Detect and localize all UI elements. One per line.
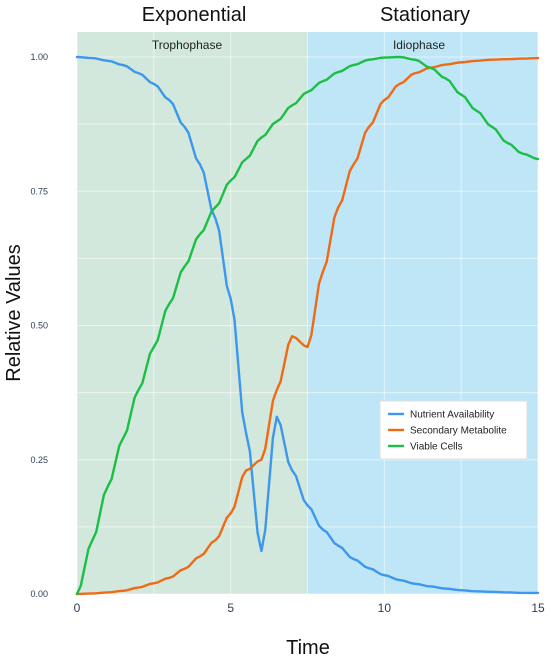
series-lines	[75, 55, 540, 596]
nutrient-availability-line	[75, 55, 540, 595]
stationary-region	[307, 32, 538, 594]
phase-regions	[77, 32, 538, 594]
x-tick-label: 10	[378, 601, 392, 615]
exponential-phase-title: Exponential	[142, 4, 247, 26]
y-axis-title: Relative Values	[3, 244, 25, 381]
y-tick-label: 1.00	[30, 52, 48, 62]
exponential-region	[77, 32, 308, 594]
viable-cells-legend-label: Viable Cells	[410, 442, 463, 453]
y-tick-labels: 0.00 0.25 0.50 0.75 1.00	[30, 52, 48, 599]
secondary-metabolite-line	[75, 56, 540, 596]
stationary-phase-title: Stationary	[380, 4, 470, 26]
y-tick-label: 0.75	[30, 186, 48, 196]
y-tick-label: 0.50	[30, 321, 48, 331]
viable-cells-line	[75, 55, 540, 596]
grid-lines	[76, 32, 539, 595]
x-tick-label: 0	[74, 601, 81, 615]
x-tick-label: 5	[227, 601, 234, 615]
x-axis-title: Time	[286, 637, 330, 659]
x-tick-label: 15	[531, 601, 545, 615]
y-tick-label: 0.00	[30, 589, 48, 599]
y-tick-label: 0.25	[30, 455, 48, 465]
x-tick-labels: 0 5 10 15	[74, 601, 545, 615]
legend-box	[379, 400, 528, 460]
secondary-metabolite-legend-label: Secondary Metabolite	[410, 426, 507, 437]
idiophase-label: Idiophase	[393, 38, 445, 52]
legend: Nutrient Availability Secondary Metabolit…	[379, 400, 528, 460]
trophophase-label: Trophophase	[152, 38, 223, 52]
nutrient-availability-legend-label: Nutrient Availability	[410, 410, 494, 421]
